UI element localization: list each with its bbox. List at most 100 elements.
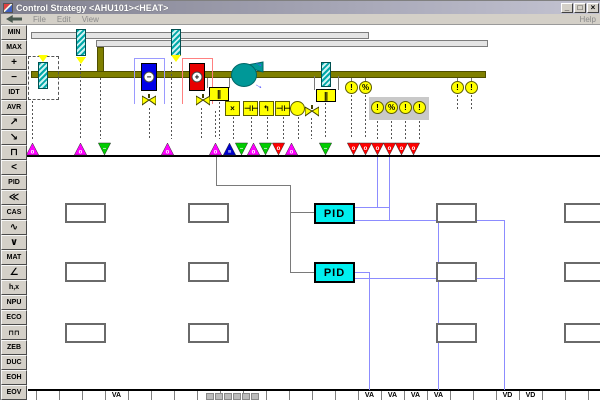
tool-max[interactable]: MAX xyxy=(1,40,27,55)
io-box[interactable] xyxy=(436,203,477,223)
io-box[interactable] xyxy=(436,262,477,282)
sensor-circle[interactable]: ! xyxy=(451,81,464,94)
tool-wave-icon[interactable]: ∿ xyxy=(1,220,27,235)
tool-eov[interactable]: EOV xyxy=(1,385,27,400)
tool-dip-icon[interactable]: ∨ xyxy=(1,235,27,250)
wire xyxy=(438,220,439,390)
table-cell-label[interactable]: VD xyxy=(496,392,519,399)
temp-sensor[interactable] xyxy=(321,62,331,87)
tool-step-icon[interactable]: ⊓ xyxy=(1,145,27,160)
cooling-coil[interactable]: − xyxy=(141,63,157,91)
table-cell-label[interactable]: VA xyxy=(404,392,427,399)
setpoint-triangle[interactable]: o xyxy=(209,142,222,156)
wire xyxy=(290,272,315,273)
temp-sensor[interactable] xyxy=(171,29,181,56)
tool-pid[interactable]: PID xyxy=(1,175,27,190)
valve-bowtie-icon[interactable] xyxy=(142,94,156,106)
temp-sensor[interactable] xyxy=(76,29,86,56)
instrument-square[interactable]: × xyxy=(225,101,240,116)
table-separator xyxy=(542,391,543,400)
valve-bowtie-icon[interactable] xyxy=(305,105,319,117)
wire xyxy=(354,207,390,208)
setpoint-triangle[interactable]: o xyxy=(161,142,174,156)
valve-icon[interactable] xyxy=(171,55,181,62)
minimize-button[interactable]: _ xyxy=(561,3,573,13)
tool-minus[interactable]: − xyxy=(1,70,27,85)
tool-pulse-icon[interactable]: ⊓⊓ xyxy=(1,325,27,340)
restore-button[interactable]: □ xyxy=(574,3,586,13)
table-cell-label[interactable]: VD xyxy=(519,392,542,399)
valve-bowtie-icon[interactable] xyxy=(196,94,210,106)
io-box[interactable] xyxy=(65,262,106,282)
tool-idt[interactable]: IDT xyxy=(1,85,27,100)
tool-mat[interactable]: MAT xyxy=(1,250,27,265)
damper-box[interactable]: ∥ xyxy=(316,89,336,102)
diagram-stage: − + ∥ → → ∥ PIDPID×⊣⊢↰⊣⊢!%!%!!!!oo–oo≡–o… xyxy=(1,1,600,400)
instrument-circle[interactable] xyxy=(290,101,305,116)
damper-box[interactable]: ∥ xyxy=(209,87,229,101)
sensor-circle[interactable]: % xyxy=(359,81,372,94)
io-box[interactable] xyxy=(564,323,600,343)
close-button[interactable]: × xyxy=(587,3,599,13)
pid-controller[interactable]: PID xyxy=(314,203,355,224)
sensor-circle[interactable]: ! xyxy=(399,101,412,114)
window-controls: _ □ × xyxy=(561,3,599,13)
menu-file[interactable]: File xyxy=(33,15,46,24)
titlebar[interactable]: Control Strategy <AHU101><HEAT> _ □ × xyxy=(1,1,600,14)
sensor-circle[interactable]: ! xyxy=(413,101,426,114)
temp-sensor[interactable] xyxy=(38,62,48,89)
sensor-circle[interactable]: ! xyxy=(465,81,478,94)
tool-duc[interactable]: DUC xyxy=(1,355,27,370)
setpoint-triangle[interactable]: o xyxy=(74,142,87,156)
sensor-circle[interactable]: ! xyxy=(345,81,358,94)
instrument-square[interactable]: ↰ xyxy=(259,101,274,116)
table-cell-label[interactable]: VA xyxy=(105,392,128,399)
valve-icon[interactable] xyxy=(76,57,86,64)
tool-npu[interactable]: NPU xyxy=(1,295,27,310)
instrument-square[interactable]: ⊣⊢ xyxy=(275,101,290,116)
tool-double-chevron-icon[interactable]: ≪ xyxy=(1,190,27,205)
menu-edit[interactable]: Edit xyxy=(57,15,71,24)
tool-ramp-up-icon[interactable]: ↗ xyxy=(1,115,27,130)
io-box[interactable] xyxy=(564,262,600,282)
tool-avr[interactable]: AVR xyxy=(1,100,27,115)
heating-coil[interactable]: + xyxy=(189,63,205,91)
io-box[interactable] xyxy=(564,203,600,223)
table-cell-label[interactable]: VA xyxy=(381,392,404,399)
io-box[interactable] xyxy=(188,203,229,223)
setpoint-triangle[interactable]: – xyxy=(98,142,111,156)
back-arrow-icon[interactable] xyxy=(6,15,22,23)
io-box[interactable] xyxy=(65,203,106,223)
io-box[interactable] xyxy=(65,323,106,343)
tool-chevron-icon[interactable]: < xyxy=(1,160,27,175)
tool-min[interactable]: MIN xyxy=(1,25,27,40)
sensor-circle[interactable]: ! xyxy=(371,101,384,114)
tool-plus[interactable]: + xyxy=(1,55,27,70)
sensor-circle[interactable]: % xyxy=(385,101,398,114)
menu-view[interactable]: View xyxy=(82,15,99,24)
tool-cas[interactable]: CAS xyxy=(1,205,27,220)
setpoint-triangle[interactable]: o xyxy=(285,142,298,156)
table-cell-label[interactable]: VA xyxy=(358,392,381,399)
table-cell-label[interactable]: VA xyxy=(427,392,450,399)
setpoint-triangle[interactable]: – xyxy=(259,142,272,156)
tool-curve-icon[interactable]: ∠ xyxy=(1,265,27,280)
menubar: File Edit View Help xyxy=(1,14,600,25)
table-separator xyxy=(266,391,267,400)
io-box[interactable] xyxy=(188,323,229,343)
setpoint-triangle[interactable]: o xyxy=(407,142,420,156)
io-box[interactable] xyxy=(188,262,229,282)
instrument-square[interactable]: ⊣⊢ xyxy=(243,101,258,116)
tool-zeb[interactable]: ZEB xyxy=(1,340,27,355)
pid-controller[interactable]: PID xyxy=(314,262,355,283)
setpoint-triangle[interactable]: – xyxy=(319,142,332,156)
setpoint-triangle[interactable]: o xyxy=(272,142,285,156)
menu-help[interactable]: Help xyxy=(580,15,596,24)
tool-ramp-down-icon[interactable]: ↘ xyxy=(1,130,27,145)
tool-hx[interactable]: h,x xyxy=(1,280,27,295)
tool-eoh[interactable]: EOH xyxy=(1,370,27,385)
table-separator xyxy=(82,391,83,400)
io-box[interactable] xyxy=(436,323,477,343)
tool-eco[interactable]: ECO xyxy=(1,310,27,325)
setpoint-triangle[interactable]: o xyxy=(26,142,39,156)
